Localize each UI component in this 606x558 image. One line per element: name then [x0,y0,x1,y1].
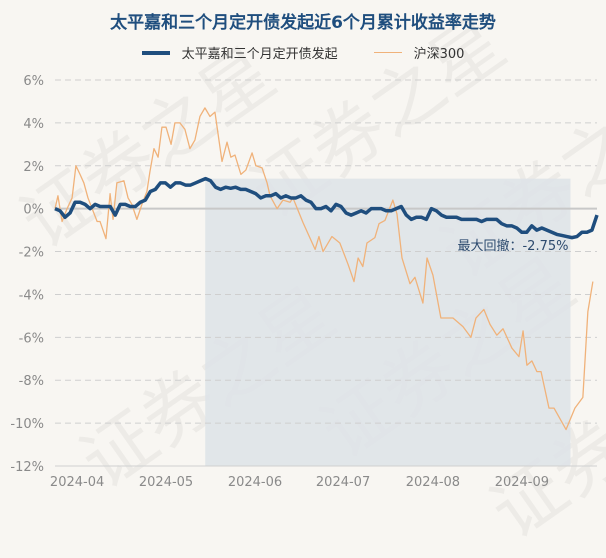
legend-swatch-fund [141,50,170,55]
series-line-hs300 [54,107,594,431]
legend-swatch-hs300 [373,51,402,54]
max-drawdown-label: 最大回撤：-2.75% [457,238,568,254]
y-tick-label: -2% [19,246,44,261]
x-tick-label: 2024-07 [316,475,370,490]
y-tick-label: 2% [23,160,44,175]
legend-label-fund: 太平嘉和三个月定开债发起 [181,47,338,62]
y-tick-label: -4% [19,288,44,303]
y-tick-label: -12% [10,460,44,475]
series-line-fund [54,176,599,240]
legend-label-hs300: 沪深300 [413,47,465,62]
y-tick-label: 6% [23,74,44,89]
legend-item-hs300[interactable]: 沪深300 [373,43,465,62]
y-tick-label: -6% [19,331,44,346]
chart: 6% 4% 2% 0% -2% -4% -6% -8% -10% -12% 2024-04 2024-… [10,74,599,490]
y-tick-label: -10% [10,417,44,432]
x-tick-label: 2024-06 [228,475,282,490]
y-tick-label: 0% [23,203,44,218]
x-tick-label: 2024-05 [139,475,193,490]
x-tick-label: 2024-08 [406,475,460,490]
x-tick-label: 2024-04 [50,475,104,490]
x-tick-label: 2024-09 [495,475,549,490]
legend: 太平嘉和三个月定开债发起 沪深300 [0,43,606,62]
y-tick-label: 4% [23,117,44,132]
legend-item-fund[interactable]: 太平嘉和三个月定开债发起 [141,43,338,62]
chart-title: 太平嘉和三个月定开债发起近6个月累计收益率走势 [110,13,496,33]
y-tick-label: -8% [19,374,44,389]
